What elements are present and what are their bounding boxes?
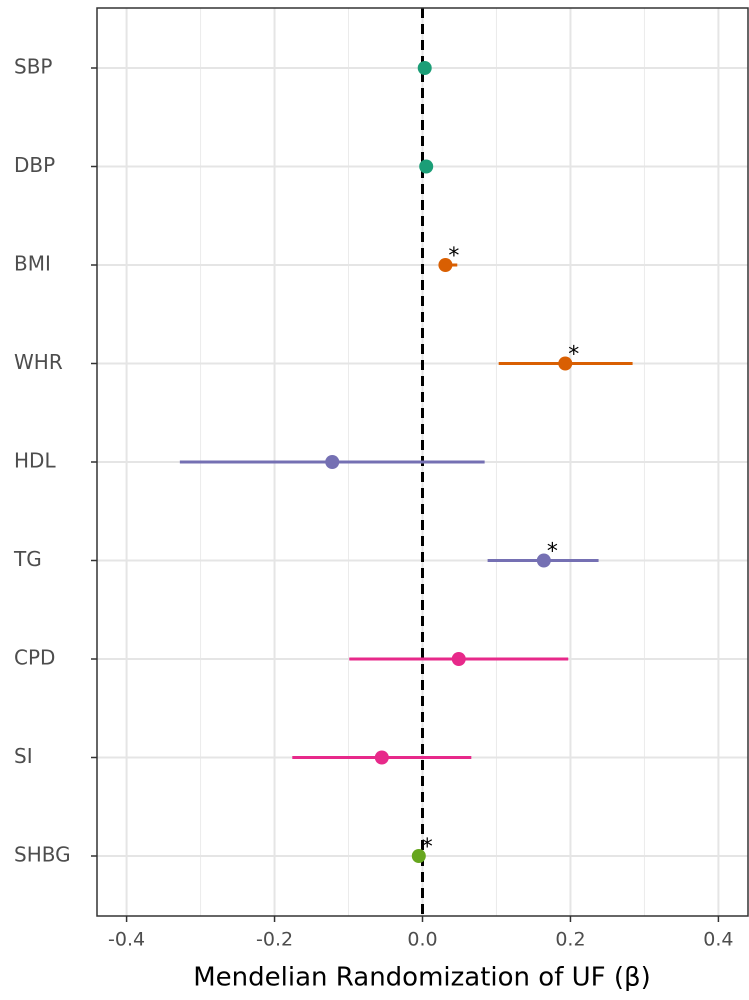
x-tick-label: 0.0	[407, 929, 437, 951]
significance-marker: *	[568, 343, 579, 368]
y-tick-label: HDL	[14, 449, 56, 473]
y-tick-label: WHR	[14, 350, 63, 374]
x-axis-title: Mendelian Randomization of UF (β)	[193, 963, 651, 993]
y-tick-label: TG	[13, 547, 42, 571]
point	[374, 750, 389, 765]
x-tick-label: 0.2	[555, 929, 585, 951]
y-tick-label: SHBG	[14, 843, 71, 867]
point	[419, 159, 434, 174]
y-tick-label: BMI	[14, 252, 51, 276]
point	[536, 553, 551, 568]
point	[411, 849, 426, 863]
plot-border	[96, 7, 749, 917]
point	[417, 61, 432, 75]
significance-marker: *	[422, 835, 433, 860]
point	[558, 356, 573, 371]
x-tick-label: 0.4	[703, 929, 733, 951]
y-tick-label: SI	[14, 744, 33, 768]
point	[451, 652, 466, 666]
x-tick-label: -0.4	[108, 929, 145, 951]
y-tick-label: DBP	[14, 153, 55, 177]
point	[325, 455, 340, 469]
y-tick-label: SBP	[14, 55, 52, 79]
point	[438, 258, 453, 272]
significance-marker: *	[547, 540, 558, 565]
y-tick-label: CPD	[14, 646, 55, 670]
significance-marker: *	[448, 244, 459, 269]
x-tick-label: -0.2	[256, 929, 293, 951]
